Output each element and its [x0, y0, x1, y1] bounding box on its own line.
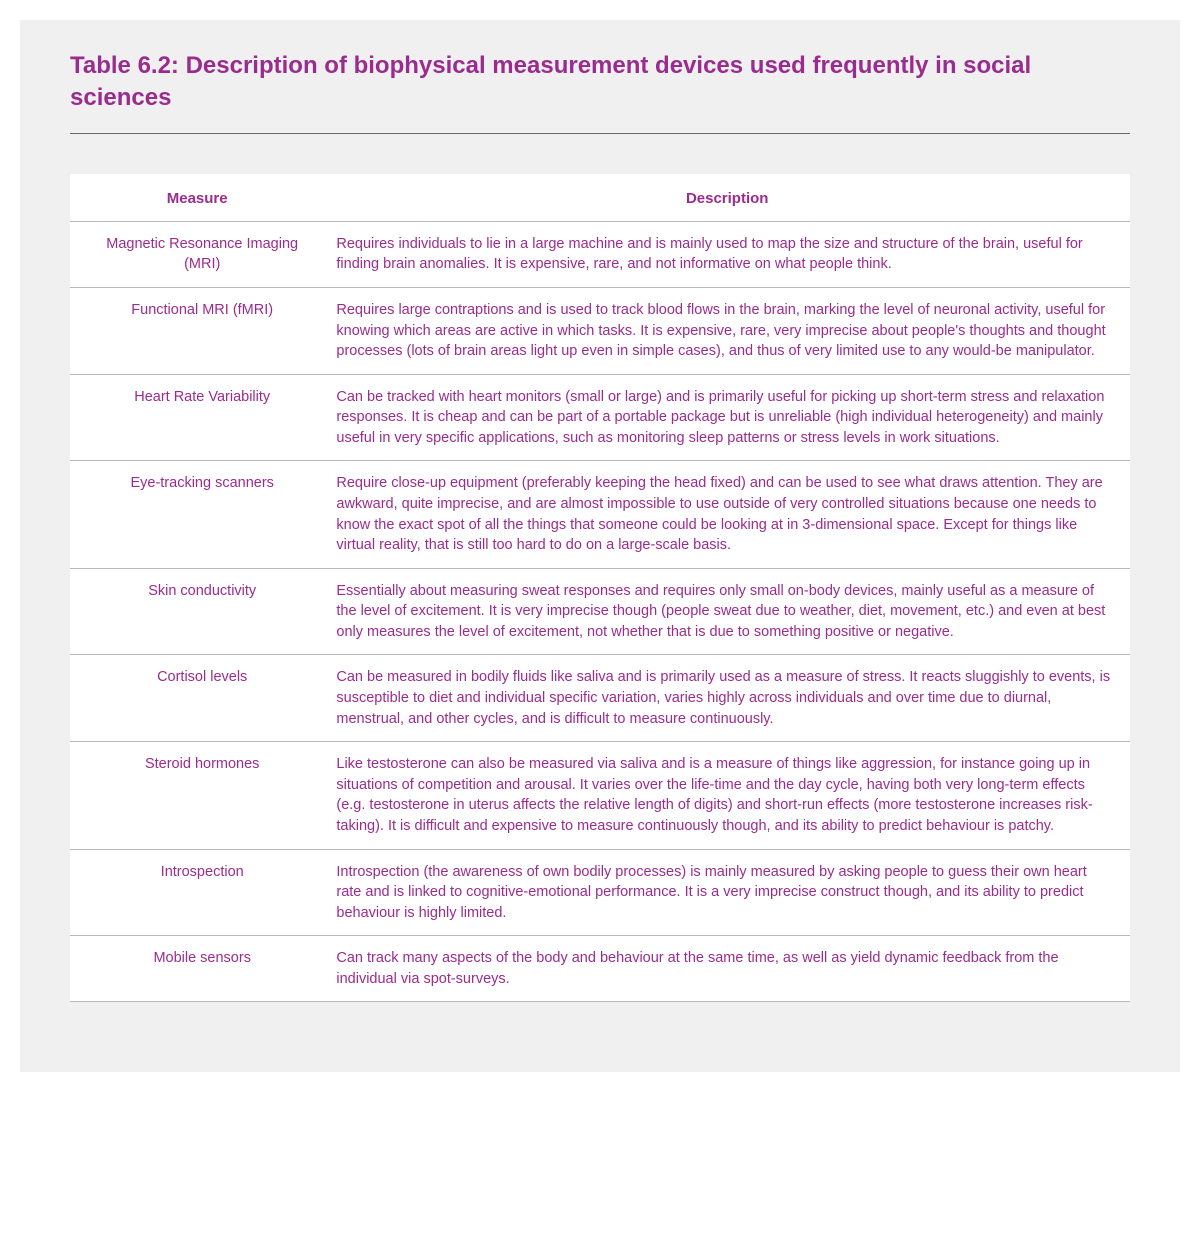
cell-measure: Heart Rate Variability — [70, 374, 324, 461]
cell-description: Require close-up equipment (preferably k… — [324, 461, 1130, 568]
cell-description: Requires large contraptions and is used … — [324, 287, 1130, 374]
table-row: Mobile sensors Can track many aspects of… — [70, 936, 1130, 1002]
cell-measure: Magnetic Resonance Imaging (MRI) — [70, 221, 324, 287]
cell-description: Like testosterone can also be measured v… — [324, 742, 1130, 849]
column-header-measure: Measure — [70, 174, 324, 222]
measures-table: Measure Description Magnetic Resonance I… — [70, 174, 1130, 1003]
column-header-description: Description — [324, 174, 1130, 222]
table-row: Magnetic Resonance Imaging (MRI) Require… — [70, 221, 1130, 287]
cell-measure: Mobile sensors — [70, 936, 324, 1002]
cell-description: Requires individuals to lie in a large m… — [324, 221, 1130, 287]
cell-measure: Functional MRI (fMRI) — [70, 287, 324, 374]
cell-description: Can track many aspects of the body and b… — [324, 936, 1130, 1002]
cell-description: Can be measured in bodily fluids like sa… — [324, 655, 1130, 742]
cell-description: Introspection (the awareness of own bodi… — [324, 849, 1130, 936]
cell-measure: Steroid hormones — [70, 742, 324, 849]
page-container: Table 6.2: Description of biophysical me… — [20, 20, 1180, 1072]
table-body: Magnetic Resonance Imaging (MRI) Require… — [70, 221, 1130, 1002]
cell-measure: Cortisol levels — [70, 655, 324, 742]
table-row: Eye-tracking scanners Require close-up e… — [70, 461, 1130, 568]
table-header-row: Measure Description — [70, 174, 1130, 222]
table-title: Table 6.2: Description of biophysical me… — [70, 50, 1130, 134]
cell-measure: Skin conductivity — [70, 568, 324, 655]
cell-measure: Eye-tracking scanners — [70, 461, 324, 568]
cell-measure: Introspection — [70, 849, 324, 936]
cell-description: Essentially about measuring sweat respon… — [324, 568, 1130, 655]
table-row: Steroid hormones Like testosterone can a… — [70, 742, 1130, 849]
table-row: Cortisol levels Can be measured in bodil… — [70, 655, 1130, 742]
table-row: Introspection Introspection (the awarene… — [70, 849, 1130, 936]
cell-description: Can be tracked with heart monitors (smal… — [324, 374, 1130, 461]
table-wrap: Measure Description Magnetic Resonance I… — [70, 174, 1130, 1003]
table-row: Skin conductivity Essentially about meas… — [70, 568, 1130, 655]
table-row: Functional MRI (fMRI) Requires large con… — [70, 287, 1130, 374]
table-row: Heart Rate Variability Can be tracked wi… — [70, 374, 1130, 461]
